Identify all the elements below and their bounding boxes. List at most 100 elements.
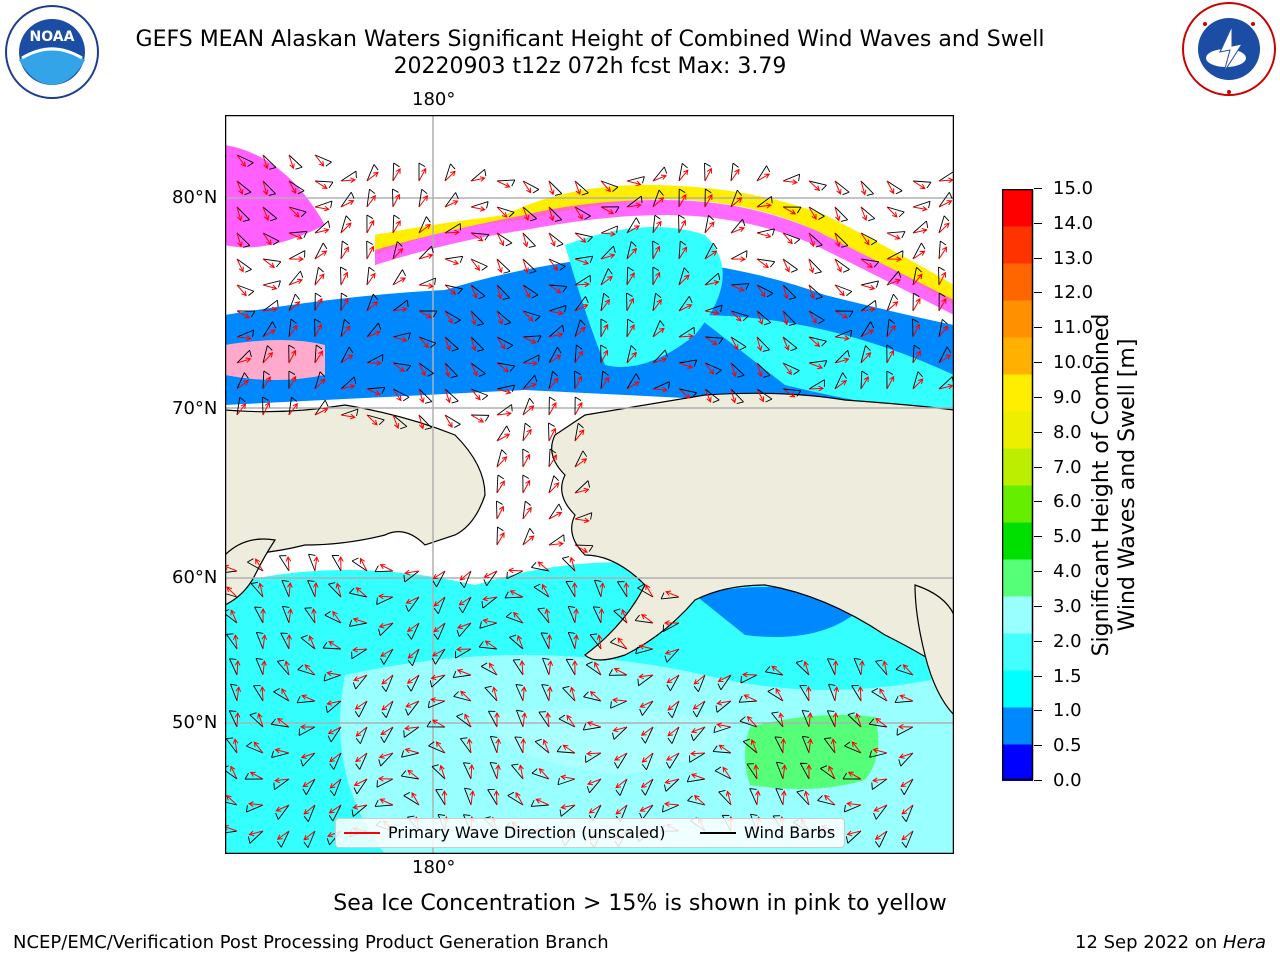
wind-barb <box>407 622 420 640</box>
wave-direction-arrow <box>522 479 531 494</box>
wind-barb <box>522 448 530 468</box>
wave-direction-arrow <box>444 362 451 378</box>
wave-direction-arrow <box>496 232 505 247</box>
wave-direction-arrow <box>678 388 691 399</box>
wave-direction-arrow <box>355 587 368 598</box>
wind-barb <box>912 220 929 234</box>
wind-barb <box>246 741 264 754</box>
wind-barb <box>586 778 602 794</box>
wave-direction-arrow <box>678 169 689 182</box>
wind-barb <box>275 804 290 820</box>
wind-barb <box>574 275 591 286</box>
wind-barb <box>704 388 720 403</box>
wind-barb <box>531 561 550 572</box>
wind-barb <box>522 206 537 222</box>
lat-label-50n: 50°N <box>172 712 218 733</box>
wind-barb <box>288 206 307 218</box>
wind-barb <box>496 425 511 442</box>
wave-direction-arrow <box>326 700 342 706</box>
wind-barb <box>522 180 540 194</box>
wave-direction-arrow <box>596 634 603 650</box>
wind-barb <box>353 778 368 795</box>
wind-barb <box>236 310 256 318</box>
wave-direction-arrow <box>470 232 484 242</box>
wave-direction-arrow <box>261 634 268 650</box>
wind-barb <box>392 269 407 286</box>
wind-barb <box>340 191 355 208</box>
wave-direction-arrow <box>496 180 511 188</box>
wind-barb <box>314 266 324 286</box>
wind-barb <box>756 258 776 268</box>
wind-barb <box>431 764 446 780</box>
colorbar-tick-mark <box>1034 675 1042 677</box>
wave-direction-arrow <box>495 738 501 754</box>
footer-host: Hera <box>1222 932 1266 953</box>
wave-direction-arrow <box>860 329 875 338</box>
wave-direction-arrow <box>496 336 506 350</box>
wave-direction-arrow <box>626 272 635 286</box>
wind-barb <box>314 180 334 189</box>
wave-direction-arrow <box>340 200 355 208</box>
colorbar-tick-mark <box>1034 466 1042 468</box>
colorbar-tick-label: 7.0 <box>1053 456 1082 478</box>
wind-barb <box>799 685 810 702</box>
wind-barb <box>652 240 659 260</box>
wave-direction-arrow <box>366 194 376 208</box>
wind-barb <box>614 752 628 769</box>
wind-barb <box>522 354 540 364</box>
wave-direction-arrow <box>912 378 924 390</box>
wind-barb <box>548 258 566 271</box>
colorbar-tick-label: 1.0 <box>1053 700 1082 722</box>
wave-direction-arrow <box>314 408 329 416</box>
colorbar-segment <box>1002 263 1033 301</box>
wave-direction-arrow <box>666 674 680 684</box>
wind-barb <box>426 720 446 728</box>
wave-direction-arrow <box>548 310 564 316</box>
wave-direction-arrow <box>259 685 266 702</box>
wave-direction-arrow <box>381 674 394 685</box>
wind-barb <box>730 336 747 351</box>
wave-direction-arrow <box>469 790 476 806</box>
wave-direction-arrow <box>588 804 602 814</box>
wind-barb <box>496 526 504 546</box>
wind-barb <box>253 685 264 702</box>
wave-direction-arrow <box>439 764 446 780</box>
wave-direction-arrow <box>232 634 239 650</box>
wave-direction-arrow <box>652 271 661 286</box>
colorbar-tick-mark <box>1034 257 1042 259</box>
wind-barb <box>340 215 352 234</box>
wave-direction-arrow <box>366 360 383 366</box>
wind-barb <box>938 346 952 364</box>
wave-direction-arrow <box>496 258 503 274</box>
wind-barb <box>262 232 280 246</box>
wind-barb <box>487 789 498 806</box>
wind-barb <box>782 232 801 245</box>
wave-direction-arrow <box>678 193 687 208</box>
wave-direction-arrow <box>288 402 298 416</box>
wave-direction-arrow <box>808 258 815 274</box>
wave-direction-arrow <box>255 558 264 572</box>
wind-barb <box>225 830 238 834</box>
wave-direction-arrow <box>329 752 342 763</box>
wind-barb <box>626 292 633 312</box>
wave-direction-arrow <box>236 180 244 195</box>
colorbar-title: Significant Height of Combined Wind Wave… <box>1089 275 1141 695</box>
wave-direction-arrow <box>470 362 478 377</box>
wave-direction-arrow <box>574 350 584 364</box>
colorbar-tick-label: 2.0 <box>1053 630 1082 652</box>
wave-direction-arrow <box>807 738 813 754</box>
wave-direction-arrow <box>652 298 663 312</box>
wave-direction-arrow <box>456 668 472 676</box>
wave-direction-arrow <box>284 660 290 676</box>
wind-barb <box>808 258 822 274</box>
wave-direction-arrow <box>340 354 354 364</box>
wind-barb <box>652 189 664 208</box>
wave-direction-arrow <box>236 379 249 390</box>
wind-barb <box>280 632 290 650</box>
wave-direction-arrow <box>444 258 460 266</box>
wave-direction-arrow <box>494 711 500 728</box>
wave-direction-arrow <box>833 686 840 702</box>
wind-barb <box>693 674 706 693</box>
wind-barb <box>834 329 853 338</box>
wave-direction-arrow <box>496 310 504 326</box>
